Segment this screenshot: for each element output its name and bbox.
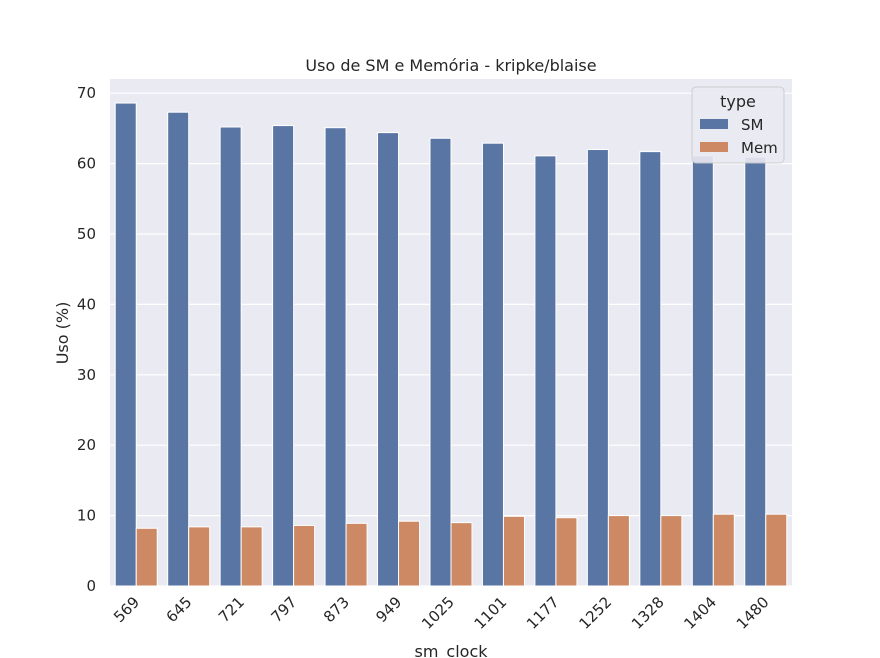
x-tick-label: 1328 — [628, 593, 668, 633]
legend: type SM Mem — [691, 86, 785, 164]
x-tick-label: 1025 — [418, 593, 458, 633]
x-tick-label: 873 — [320, 593, 353, 626]
bar-mem-1480 — [765, 513, 788, 587]
bar-sm-645 — [167, 111, 190, 587]
bar-sm-797 — [272, 125, 295, 587]
bar-sm-1252 — [586, 149, 609, 587]
legend-swatch-mem — [700, 142, 728, 152]
x-tick-label: 797 — [267, 593, 300, 626]
x-tick-label: 1177 — [523, 593, 563, 633]
x-axis-label: sm_clock — [414, 642, 488, 658]
bar-sm-1101 — [481, 142, 504, 587]
x-tick-label: 569 — [110, 593, 143, 626]
bar-sm-721 — [219, 126, 242, 587]
x-tick-label: 1252 — [575, 593, 615, 633]
y-tick-label: 50 — [77, 225, 96, 243]
bar-sm-1480 — [744, 156, 767, 587]
y-tick-labels: 0 10 20 30 40 50 60 70 — [77, 84, 96, 595]
x-tick-label: 645 — [163, 593, 196, 626]
x-tick-label: 949 — [372, 593, 405, 626]
bar-mem-1101 — [502, 515, 525, 587]
x-tick-label: 1101 — [471, 593, 511, 633]
x-tick-label: 1480 — [733, 593, 773, 633]
bar-mem-873 — [345, 522, 368, 587]
bar-mem-797 — [293, 524, 316, 587]
bar-mem-1252 — [607, 515, 630, 587]
y-tick-label: 60 — [77, 155, 96, 173]
chart-title: Uso de SM e Memória - kripke/blaise — [305, 56, 596, 75]
y-tick-label: 70 — [77, 84, 96, 102]
y-tick-label: 0 — [86, 577, 96, 595]
bar-sm-1177 — [534, 155, 557, 587]
y-tick-label: 10 — [77, 507, 96, 525]
bar-sm-1404 — [691, 155, 714, 587]
bar-sm-949 — [377, 132, 400, 587]
legend-label-mem: Mem — [741, 139, 778, 157]
bar-mem-645 — [188, 526, 211, 587]
bars — [114, 102, 788, 587]
bar-sm-1025 — [429, 137, 452, 587]
bar-mem-1025 — [450, 522, 473, 587]
legend-label-sm: SM — [741, 116, 763, 134]
bar-mem-1177 — [555, 517, 578, 587]
x-tick-label: 1404 — [680, 593, 720, 633]
bar-sm-569 — [114, 102, 137, 587]
y-tick-label: 40 — [77, 295, 96, 313]
x-tick-labels: 569 645 721 797 873 949 1025 1101 1177 1252 1328 14… — [110, 593, 773, 633]
bar-mem-569 — [135, 527, 158, 587]
bar-mem-1404 — [712, 513, 735, 587]
y-tick-label: 30 — [77, 366, 96, 384]
legend-title: type — [720, 92, 756, 111]
bar-mem-1328 — [660, 515, 683, 587]
bar-sm-1328 — [639, 151, 662, 587]
y-tick-label: 20 — [77, 436, 96, 454]
y-axis-label: Uso (%) — [53, 302, 72, 365]
x-tick-label: 721 — [215, 593, 248, 626]
bar-sm-873 — [324, 127, 347, 587]
legend-swatch-sm — [700, 119, 728, 129]
bar-mem-721 — [240, 526, 263, 587]
bar-mem-949 — [398, 520, 421, 587]
